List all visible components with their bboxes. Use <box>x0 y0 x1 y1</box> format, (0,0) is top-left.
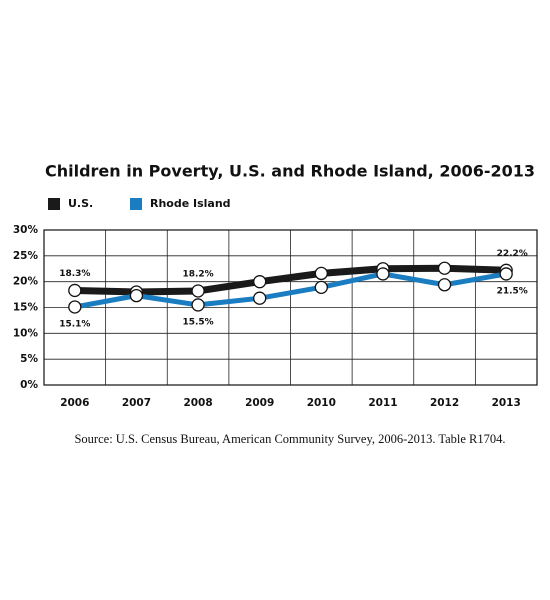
y-tick-label: 0% <box>20 379 38 391</box>
legend-label: U.S. <box>68 197 93 210</box>
x-tick-label: 2011 <box>368 397 397 409</box>
data-label: 15.1% <box>59 319 90 329</box>
data-point <box>191 298 205 312</box>
legend-swatch <box>130 198 142 210</box>
x-tick-label: 2008 <box>183 397 212 409</box>
y-tick-label: 10% <box>13 327 39 339</box>
data-label: 18.2% <box>182 269 213 279</box>
data-point <box>253 275 267 289</box>
data-point <box>376 267 390 281</box>
y-tick-label: 15% <box>13 302 39 314</box>
x-tick-label: 2013 <box>492 397 521 409</box>
plot-border <box>43 229 538 386</box>
y-tick-label: 5% <box>20 353 38 365</box>
data-point <box>191 284 205 298</box>
data-point <box>314 266 328 281</box>
x-tick-label: 2006 <box>60 397 89 409</box>
chart-title: Children in Poverty, U.S. and Rhode Isla… <box>45 162 535 181</box>
legend-label: Rhode Island <box>150 197 231 210</box>
x-tick-label: 2007 <box>122 397 151 409</box>
data-point <box>68 300 82 314</box>
data-label: 22.2% <box>497 249 528 259</box>
y-tick-label: 20% <box>13 276 39 288</box>
y-tick-label: 30% <box>13 224 39 236</box>
data-point <box>68 283 82 298</box>
data-point <box>314 280 328 295</box>
data-label: 21.5% <box>497 286 528 296</box>
series-line <box>74 264 507 296</box>
data-point <box>129 288 144 303</box>
legend-swatch <box>48 198 60 210</box>
x-tick-label: 2012 <box>430 397 459 409</box>
data-point <box>437 261 452 275</box>
data-point <box>253 291 267 305</box>
series-line <box>74 271 507 310</box>
y-tick-label: 25% <box>13 250 39 262</box>
x-tick-label: 2010 <box>307 397 336 409</box>
data-point <box>437 278 452 292</box>
source-note: Source: U.S. Census Bureau, American Com… <box>74 432 505 446</box>
x-tick-label: 2009 <box>245 397 274 409</box>
data-label: 15.5% <box>182 317 213 327</box>
data-label: 18.3% <box>59 269 90 279</box>
data-point <box>499 267 513 281</box>
